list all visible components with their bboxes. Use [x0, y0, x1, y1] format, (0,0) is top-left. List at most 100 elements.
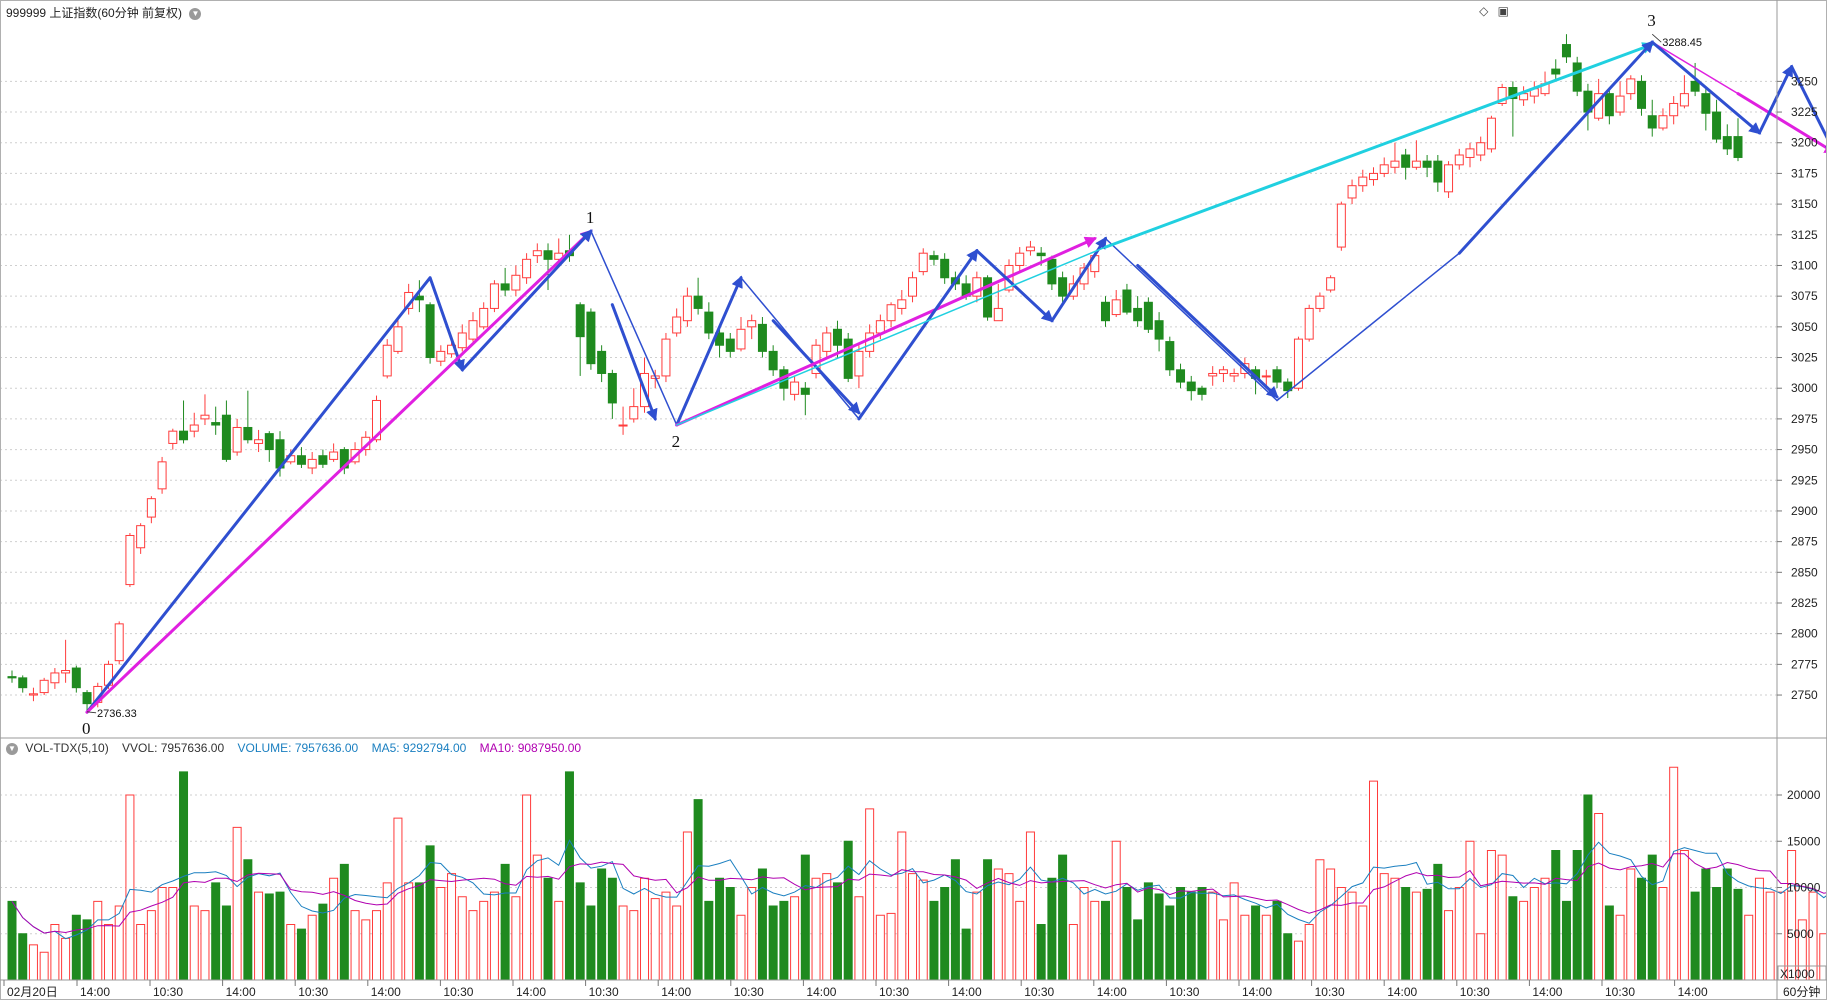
volume-bar	[940, 887, 950, 981]
wave-line	[1650, 40, 1762, 135]
candle-body	[479, 307, 489, 328]
volume-bar	[489, 891, 499, 981]
volume-bar	[61, 937, 71, 981]
candle-body	[511, 274, 521, 291]
candle-body	[1154, 320, 1164, 340]
time-tick-label: 10:30	[734, 985, 764, 999]
volume-bars[interactable]	[7, 766, 1827, 981]
wave-line	[1136, 264, 1279, 399]
volume-bar	[800, 854, 810, 981]
time-tick-label: 14:00	[1097, 985, 1127, 999]
volume-bar	[1551, 850, 1561, 981]
volume-bar	[1647, 854, 1657, 981]
extreme-price-label: 2736.33	[97, 708, 137, 720]
candle-body	[1401, 154, 1411, 168]
volume-bar	[1669, 766, 1679, 981]
volume-bar	[1272, 900, 1282, 981]
time-tick-label: 14:00	[1678, 985, 1708, 999]
volume-bar	[1047, 877, 1057, 981]
volume-bar	[18, 933, 28, 981]
candle-body	[1572, 62, 1582, 92]
ma10-value: MA10: 9087950.00	[479, 741, 582, 755]
volume-bar	[318, 903, 328, 981]
candle-body	[1369, 172, 1379, 181]
volume-bar	[500, 863, 510, 981]
volume-bar	[854, 896, 864, 981]
candle-body	[1433, 160, 1443, 183]
candle-body	[886, 304, 896, 322]
candle-body	[1133, 307, 1143, 322]
volume-bar	[1540, 877, 1550, 981]
price-tick-label: 2875	[1791, 535, 1818, 549]
symbol-title: 999999 上证指数(60分钟 前复权)	[6, 6, 183, 20]
price-tick-label: 2800	[1791, 627, 1818, 641]
volume-bar	[307, 914, 317, 981]
volume-bar	[28, 944, 38, 981]
candle-body	[736, 328, 746, 350]
candle-body	[1336, 203, 1346, 248]
diamond-icon[interactable]: ◇	[1479, 4, 1489, 18]
candle-body	[1561, 44, 1571, 58]
wave-line	[675, 246, 1107, 426]
candle-body	[1025, 246, 1035, 252]
volume-bar	[1315, 859, 1325, 981]
volume-bar	[200, 910, 210, 981]
volume-bar	[1058, 854, 1068, 981]
wave-label: 3	[1647, 11, 1656, 30]
volume-bar	[296, 928, 306, 981]
candle-body	[500, 283, 510, 291]
price-tick-label: 2925	[1791, 473, 1818, 487]
candle-body	[1701, 93, 1711, 114]
candle-body	[597, 350, 607, 374]
wave-line	[1104, 237, 1278, 402]
window-icon[interactable]: ▣	[1497, 4, 1509, 18]
indicator-name[interactable]: VOL-TDX(5,10)	[25, 741, 109, 755]
time-tick-label: 14:00	[806, 985, 836, 999]
volume-bar	[146, 910, 156, 981]
volume-bar	[1347, 891, 1357, 981]
price-tick-label: 2775	[1791, 657, 1818, 671]
candle-body	[929, 255, 939, 260]
candle-body	[318, 455, 328, 465]
candle-body	[1669, 102, 1679, 117]
candle-body	[693, 295, 703, 309]
volume-bar	[447, 873, 457, 981]
volume-bar	[1733, 888, 1743, 981]
price-tick-label: 3150	[1791, 197, 1818, 211]
candle-body	[1197, 387, 1207, 395]
wave-line	[675, 275, 743, 427]
candle-body	[393, 326, 403, 352]
time-tick-label: 10:30	[153, 985, 183, 999]
price-tick-label: 2900	[1791, 504, 1818, 518]
candle-body	[189, 424, 199, 432]
candle-body	[200, 414, 210, 420]
volume-bar	[457, 896, 467, 981]
volume-bar	[607, 877, 617, 981]
volume-bar	[715, 877, 725, 981]
candle-body	[243, 426, 253, 441]
volume-bar	[522, 794, 532, 981]
indicator-menu-icon[interactable]: ▼	[6, 742, 18, 755]
candle-body	[457, 332, 467, 349]
volume-bar	[597, 868, 607, 981]
price-tick-label: 3050	[1791, 320, 1818, 334]
volume-bar	[897, 831, 907, 981]
candle-body	[28, 693, 38, 696]
wave-line	[1757, 64, 1794, 135]
volume-bar	[168, 887, 178, 981]
candle-body	[157, 461, 167, 490]
ma5-line	[11, 839, 1827, 940]
volume-bar	[1561, 900, 1571, 981]
volume-bar	[1529, 887, 1539, 981]
candles[interactable]	[7, 34, 1743, 712]
volume-indicator-header: ▼ VOL-TDX(5,10) VVOL: 7957636.00 VOLUME:…	[6, 741, 591, 755]
volume-bar	[39, 951, 49, 981]
volume-bar	[1326, 868, 1336, 981]
candle-body	[1015, 252, 1025, 266]
chevron-down-icon[interactable]: ▼	[189, 7, 202, 20]
candle-body	[897, 299, 907, 309]
volume-bar	[1754, 877, 1764, 981]
volume-bar	[1658, 887, 1668, 981]
candle-body	[704, 311, 714, 334]
